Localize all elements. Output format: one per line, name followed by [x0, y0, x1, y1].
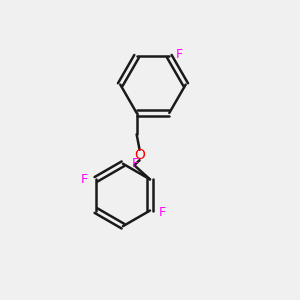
Text: F: F: [176, 48, 183, 61]
Text: F: F: [131, 157, 138, 170]
Text: F: F: [80, 173, 88, 186]
Text: F: F: [158, 206, 165, 218]
Text: O: O: [134, 148, 145, 162]
